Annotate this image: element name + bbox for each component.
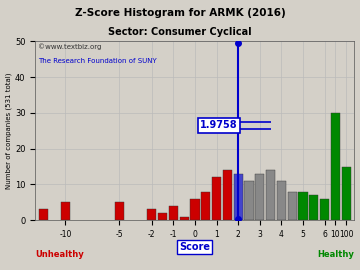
- Text: Z-Score Histogram for ARMK (2016): Z-Score Histogram for ARMK (2016): [75, 8, 285, 18]
- Bar: [201, 191, 211, 220]
- Bar: [277, 181, 286, 220]
- Bar: [255, 174, 265, 220]
- Bar: [115, 202, 124, 220]
- Bar: [298, 191, 308, 220]
- Text: Unhealthy: Unhealthy: [35, 251, 84, 259]
- Bar: [39, 209, 48, 220]
- Bar: [244, 181, 254, 220]
- Bar: [309, 195, 319, 220]
- Bar: [212, 177, 221, 220]
- Bar: [234, 174, 243, 220]
- Bar: [331, 113, 340, 220]
- Bar: [320, 199, 329, 220]
- Bar: [147, 209, 157, 220]
- Bar: [288, 191, 297, 220]
- Text: 1.9758: 1.9758: [200, 120, 238, 130]
- Bar: [180, 217, 189, 220]
- Bar: [342, 167, 351, 220]
- Bar: [169, 206, 178, 220]
- Bar: [266, 170, 275, 220]
- Y-axis label: Number of companies (531 total): Number of companies (531 total): [5, 73, 12, 189]
- Text: Healthy: Healthy: [317, 251, 354, 259]
- Bar: [190, 199, 200, 220]
- Text: ©www.textbiz.org: ©www.textbiz.org: [39, 43, 102, 50]
- Bar: [158, 213, 167, 220]
- Text: Sector: Consumer Cyclical: Sector: Consumer Cyclical: [108, 27, 252, 37]
- Bar: [61, 202, 70, 220]
- Bar: [223, 170, 232, 220]
- X-axis label: Score: Score: [179, 242, 210, 252]
- Text: The Research Foundation of SUNY: The Research Foundation of SUNY: [39, 58, 157, 63]
